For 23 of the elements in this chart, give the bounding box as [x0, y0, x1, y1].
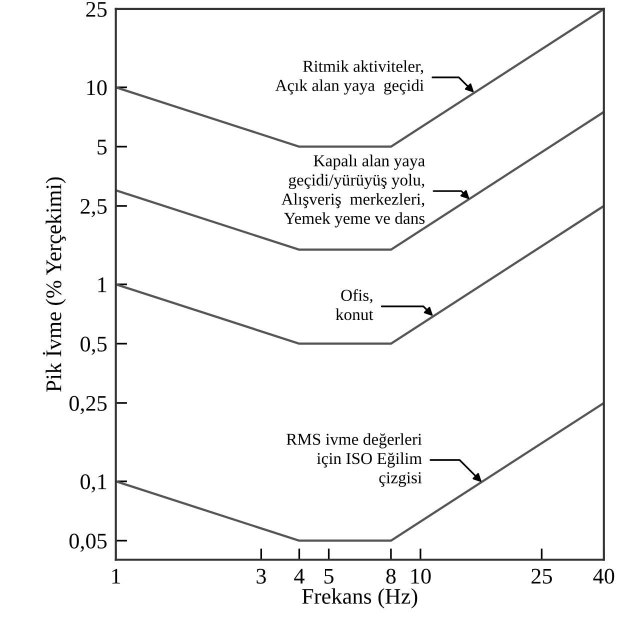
y-tick-label: 0,5 [80, 336, 107, 355]
annotation: RMS ivme değerleri için ISO Eğilim çizgisi [286, 433, 422, 487]
annotation: Kapalı alan yaya geçidi/yürüyüş yolu, Alışveriş merkezleri, Yemek yeme ve dans [281, 154, 425, 228]
x-tick-label: 10 [411, 568, 431, 584]
y-tick-label: 1 [98, 277, 106, 292]
x-tick-label: 3 [256, 568, 266, 584]
annotation: Ofis, konut [336, 289, 374, 320]
y-tick-label: 2,5 [80, 198, 107, 218]
x-tick-label: 25 [532, 568, 552, 584]
y-axis-title: Pik İvme (% Yerçekimi) [42, 177, 66, 392]
y-tick-label: 25 [86, 2, 107, 17]
x-tick-label: 4 [294, 568, 304, 584]
y-tick-label: 0,25 [69, 396, 107, 414]
y-tick-label: 10 [87, 80, 107, 96]
x-tick-label: 8 [386, 568, 396, 584]
x-tick-label: 5 [324, 568, 334, 584]
x-tick-label: 40 [593, 568, 614, 584]
x-axis-title: Frekans (Hz) [302, 588, 418, 608]
y-tick-label: 0,1 [80, 474, 106, 492]
y-tick-label: 0,05 [69, 534, 107, 552]
y-tick-label: 5 [98, 140, 107, 155]
annotation: Ritmik aktiviteler, Açık alan yaya geçidi [275, 60, 424, 95]
x-tick-label: 1 [112, 568, 120, 584]
